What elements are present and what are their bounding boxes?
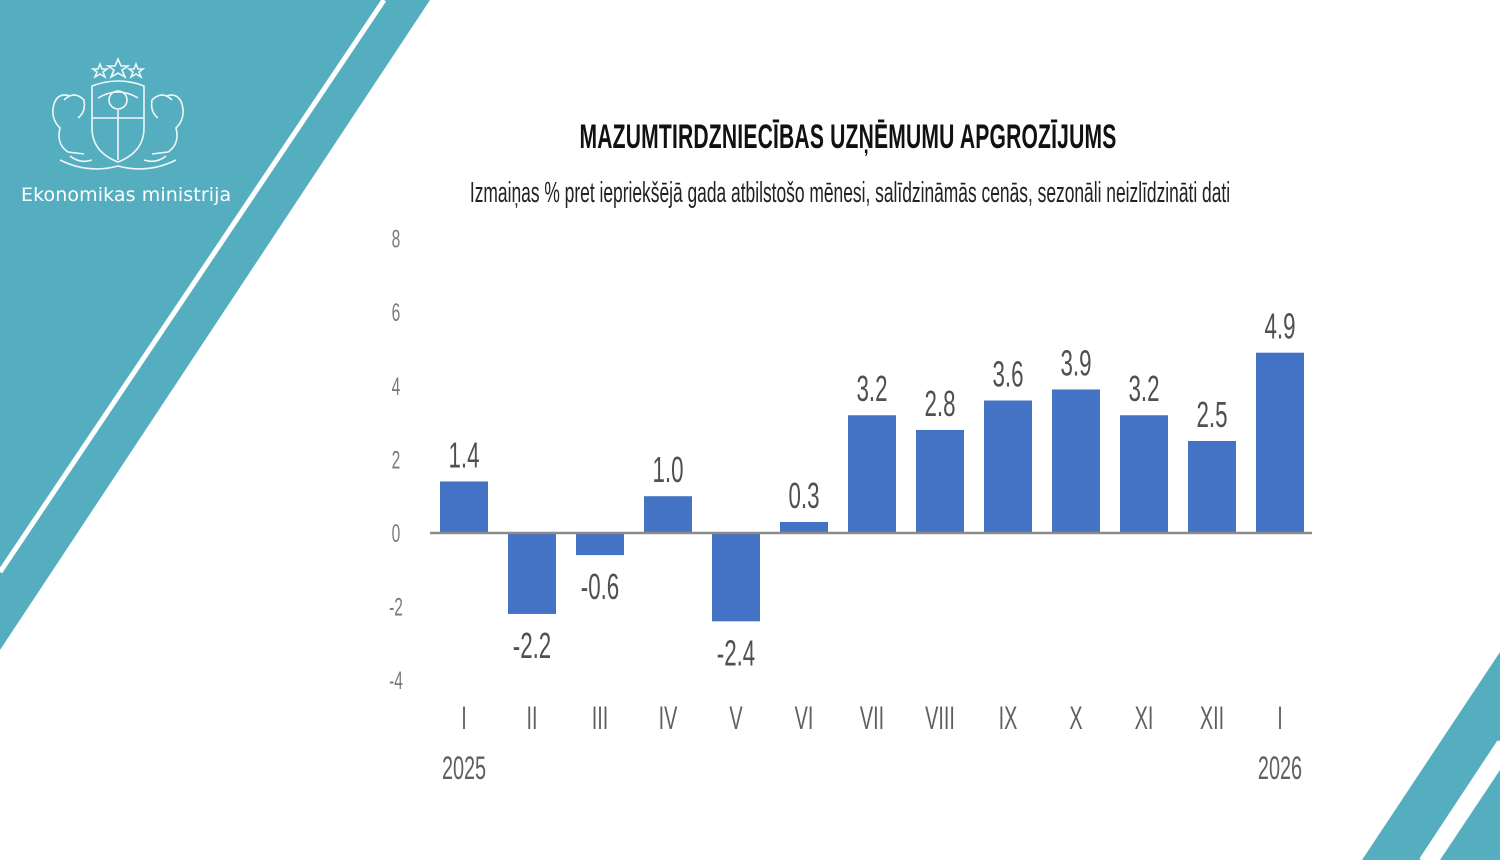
x-tick-label: VII bbox=[860, 700, 884, 736]
chart-subtitle: Izmaiņas % pret iepriekšējā gada atbilst… bbox=[469, 177, 1231, 209]
x-tick-label: IX bbox=[999, 700, 1018, 736]
chart-title: MAZUMTIRDZNIECĪBAS UZŅĒMUMU APGROZĪJUMS bbox=[579, 118, 1117, 156]
y-tick-label: 4 bbox=[392, 373, 401, 401]
data-label: 1.0 bbox=[652, 451, 683, 491]
bar-1 bbox=[440, 481, 488, 533]
bar-6 bbox=[780, 521, 828, 533]
y-tick-label: -2 bbox=[389, 594, 403, 622]
x-tick-label: VI bbox=[795, 700, 814, 736]
data-label: 1.4 bbox=[448, 436, 479, 476]
bar-12 bbox=[1188, 441, 1236, 533]
y-axis-tick-labels: -4 -2 0 2 4 6 8 bbox=[389, 226, 403, 695]
bar-9 bbox=[984, 400, 1032, 533]
bar-series bbox=[440, 352, 1304, 622]
bar-2 bbox=[508, 533, 556, 614]
x-tick-label: IV bbox=[659, 700, 678, 736]
year-label: 2025 bbox=[442, 750, 486, 786]
x-tick-label: X bbox=[1069, 700, 1082, 736]
x-axis-tick-labels: I II III IV V VI VII VIII IX X XI XII I bbox=[461, 700, 1283, 736]
x-tick-label: V bbox=[729, 700, 742, 736]
y-tick-label: -4 bbox=[389, 668, 403, 696]
data-label: 0.3 bbox=[788, 477, 819, 517]
data-label: 3.9 bbox=[1060, 344, 1091, 384]
y-tick-label: 6 bbox=[392, 300, 401, 328]
data-label: -2.4 bbox=[717, 634, 755, 674]
x-tick-label: I bbox=[1277, 700, 1283, 736]
x-tick-label: III bbox=[592, 700, 609, 736]
bar-13 bbox=[1256, 352, 1304, 533]
data-label: 2.8 bbox=[924, 385, 955, 425]
coat-of-arms-logo bbox=[52, 56, 184, 170]
bar-7 bbox=[848, 415, 896, 533]
bar-5 bbox=[712, 533, 760, 622]
bar-11 bbox=[1120, 415, 1168, 533]
bar-4 bbox=[644, 496, 692, 533]
y-tick-label: 8 bbox=[392, 226, 401, 254]
year-label: 2026 bbox=[1258, 750, 1302, 786]
data-label: 3.6 bbox=[992, 355, 1023, 395]
data-labels: 1.4 -2.2 -0.6 1.0 -2.4 0.3 3.2 2.8 3.6 3.9 3.2 2.5 4… bbox=[448, 307, 1295, 673]
x-tick-label: I bbox=[461, 700, 467, 736]
x-tick-label: VIII bbox=[925, 700, 955, 736]
year-labels: 2025 2026 bbox=[442, 750, 1302, 786]
x-tick-label: XI bbox=[1135, 700, 1154, 736]
x-tick-label: XII bbox=[1200, 700, 1224, 736]
organization-name: Ekonomikas ministrija bbox=[21, 184, 232, 206]
bar-10 bbox=[1052, 389, 1100, 533]
bar-3 bbox=[576, 533, 624, 556]
y-tick-label: 2 bbox=[392, 447, 401, 475]
data-label: -0.6 bbox=[581, 568, 619, 608]
x-tick-label: II bbox=[526, 700, 537, 736]
data-label: 3.2 bbox=[1128, 370, 1159, 410]
data-label: -2.2 bbox=[513, 627, 551, 667]
y-tick-label: 0 bbox=[392, 520, 401, 548]
bar-8 bbox=[916, 429, 964, 533]
data-label: 3.2 bbox=[856, 370, 887, 410]
data-label: 2.5 bbox=[1196, 396, 1227, 436]
data-label: 4.9 bbox=[1264, 307, 1295, 347]
